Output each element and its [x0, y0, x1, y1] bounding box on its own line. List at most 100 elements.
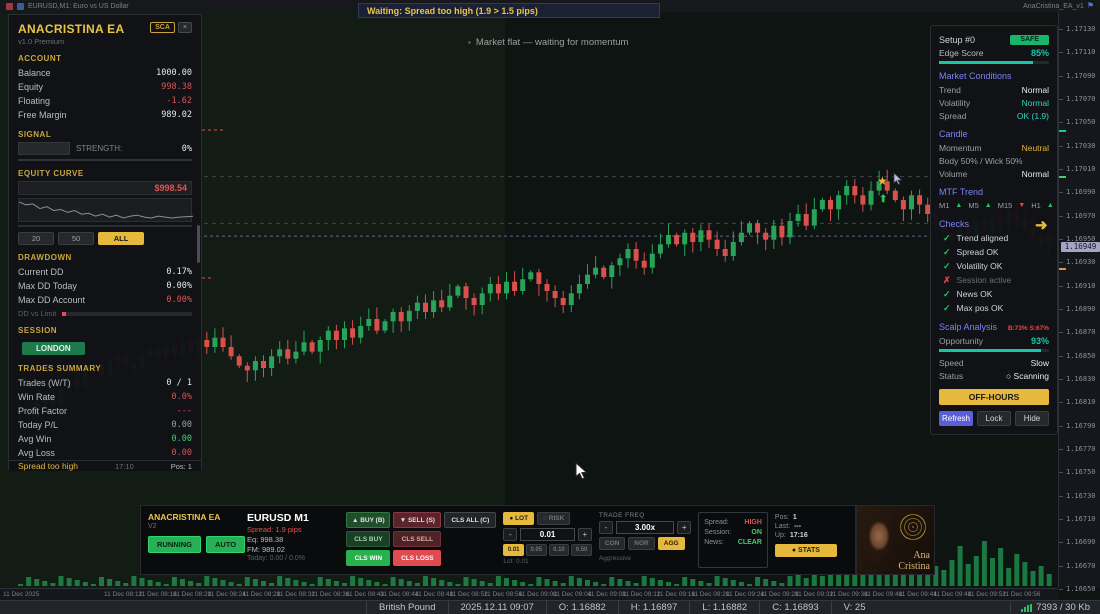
close-winners-button[interactable]: CLS WIN — [346, 550, 391, 566]
mtf-timeframe-label: M5 — [968, 201, 979, 210]
footer-status: Spread too high — [18, 461, 79, 471]
price-tick-label: 1.17050 — [1066, 118, 1096, 127]
time-tick-label: 11 Dec 09:00 — [518, 591, 557, 598]
drawdown-row-label: Max DD Account — [18, 295, 86, 305]
time-tick-label: 11 Dec 09:36 — [829, 591, 868, 598]
price-tick-label: 1.16650 — [1066, 585, 1096, 593]
market-conditions-rows: Trend Normal Volatility Normal Spread OK (1.9… — [939, 83, 1049, 122]
risk-mode-toggle[interactable]: ○ RISK — [537, 512, 571, 525]
equity-heading: EQUITY CURVE — [18, 169, 84, 178]
freq-mode-button[interactable]: AGG — [657, 537, 685, 550]
check-icon: ✓ — [943, 260, 951, 271]
trade-buttons: ▲ BUY (B) ▼ SELL (S) CLS ALL (C) CLS BUY… — [346, 512, 497, 568]
time-tick-label: 11 Dec 09:40 — [864, 591, 903, 598]
ea-state-button[interactable]: RUNNING — [148, 536, 201, 553]
ea-title: ANACRISTINA EA — [18, 22, 125, 36]
time-tick-label: 11 Dec 09:32 — [795, 591, 834, 598]
price-tick — [1059, 542, 1063, 544]
account-row-value: 1000.00 — [156, 68, 192, 78]
check-icon: ✓ — [943, 302, 951, 313]
drawdown-row-label: Max DD Today — [18, 281, 77, 291]
price-tick-label: 1.16910 — [1066, 281, 1096, 290]
time-tick-label: 11 Dec 09:08 — [587, 591, 626, 598]
close-sells-button[interactable]: CLS SELL — [393, 531, 442, 547]
lot-plus-button[interactable]: + — [577, 528, 592, 541]
freq-mode-button[interactable]: CON — [598, 537, 626, 550]
price-tick-label: 1.16990 — [1066, 188, 1096, 197]
chart-icon — [6, 2, 13, 10]
safe-badge: SAFE — [1010, 34, 1049, 45]
ea-dashboard-panel: ANACRISTINA EA v1.0 Premium SCA × ACCOUN… — [8, 14, 202, 471]
mtf-timeframe-label: M1 — [939, 201, 950, 210]
trades-row-value: --- — [176, 406, 192, 416]
close-all-button[interactable]: CLS ALL (C) — [444, 512, 497, 528]
ea-state-button[interactable]: AUTO — [206, 536, 246, 553]
freq-plus-button[interactable]: + — [677, 521, 692, 534]
market-state-row: Spread: HIGH — [704, 517, 762, 527]
lot-preset-button[interactable]: 0.01 — [503, 544, 524, 556]
time-tick-label: 11 Dec 08:20 — [173, 591, 212, 598]
collapse-button[interactable]: × — [177, 22, 192, 33]
footer-pos: Pos: 1 — [170, 461, 192, 471]
ea-version: v1.0 Premium — [18, 37, 65, 46]
freq-minus-button[interactable]: - — [598, 521, 613, 534]
ea-state-buttons: RUNNING AUTO — [148, 536, 246, 553]
scalp-bs-note: B:73% S:67% — [1007, 325, 1049, 332]
check-icon: ✓ — [943, 246, 951, 257]
lot-preset-button[interactable]: 0.05 — [525, 544, 547, 556]
market-state-label: Session: — [704, 528, 732, 536]
lot-mode-toggle[interactable]: ● LOT — [503, 512, 535, 525]
freq-mode-button[interactable]: NOR — [628, 537, 655, 550]
lot-preset-button[interactable]: 0.10 — [548, 544, 570, 556]
close-buys-button[interactable]: CLS BUY — [346, 531, 391, 547]
mouse-cursor — [575, 461, 588, 486]
equity-value: $998.54 — [18, 181, 192, 195]
mtf-timeframe-label: M15 — [997, 201, 1013, 210]
panel-scrollbar[interactable] — [197, 225, 200, 263]
price-tick-label: 1.16890 — [1066, 305, 1096, 313]
stats-button[interactable]: ● STATS — [774, 544, 837, 557]
lot-caption: Lot: 0.01 — [503, 558, 529, 565]
status-low: L: 1.16882 — [689, 600, 759, 614]
time-tick-label: 11 Dec 08:24 — [207, 591, 246, 598]
buy-arrow-marker: ⬆ — [879, 194, 888, 205]
strength-value: 0% — [181, 143, 192, 154]
price-tick — [1059, 29, 1063, 30]
checks-heading: Checks — [939, 219, 970, 229]
lot-minus-button[interactable]: - — [503, 528, 518, 541]
account-row-value: 989.02 — [161, 110, 192, 120]
session-heading: SESSION — [18, 326, 58, 335]
status-datetime: 2025.12.11 09:07 — [447, 600, 546, 614]
market-state-value: CLEAR — [737, 538, 762, 546]
condition-value: Neutral — [1021, 142, 1049, 153]
market-state-box: Spread: HIGH Session: ON News: CLEAR — [698, 512, 768, 568]
price-tick-label: 1.16750 — [1066, 468, 1096, 477]
time-tick-label: 11 Dec 08:56 — [484, 591, 523, 598]
mandala-logo-icon — [900, 514, 926, 540]
trade-freq-heading: TRADE FREQ — [598, 512, 645, 519]
equity-range-button[interactable]: 50 — [58, 232, 94, 245]
price-tick — [1059, 402, 1063, 404]
close-losers-button[interactable]: CLS LOSS — [393, 550, 442, 566]
note-text: Market flat — waiting for momentum — [475, 37, 629, 48]
price-tick — [1059, 332, 1063, 334]
equity-range-button[interactable]: 20 — [18, 232, 54, 245]
lock-button[interactable]: Lock — [977, 411, 1011, 426]
lot-presets: 0.01 0.05 0.10 0.50 — [503, 544, 592, 556]
check-icon: ✓ — [943, 288, 951, 299]
hide-button[interactable]: Hide — [1015, 411, 1049, 426]
freq-value: 3.00x — [615, 521, 675, 534]
refresh-button[interactable]: Refresh — [939, 411, 973, 426]
trades-row-label: Profit Factor — [18, 406, 68, 416]
sell-button[interactable]: ▼ SELL (S) — [393, 512, 442, 528]
check-label: Spread OK — [956, 247, 999, 257]
scalp-heading: Scalp Analysis — [939, 322, 998, 332]
trades-row-label: Avg Win — [18, 434, 52, 444]
price-tick — [1059, 169, 1063, 170]
buy-button[interactable]: ▲ BUY (B) — [346, 512, 391, 528]
star-signal-marker: ★ — [877, 174, 888, 188]
lot-preset-button[interactable]: 0.50 — [571, 544, 592, 556]
price-tick-label: 1.17070 — [1066, 95, 1096, 103]
check-item: ✓ Trend aligned — [939, 231, 1049, 245]
equity-range-button[interactable]: ALL — [98, 232, 144, 245]
